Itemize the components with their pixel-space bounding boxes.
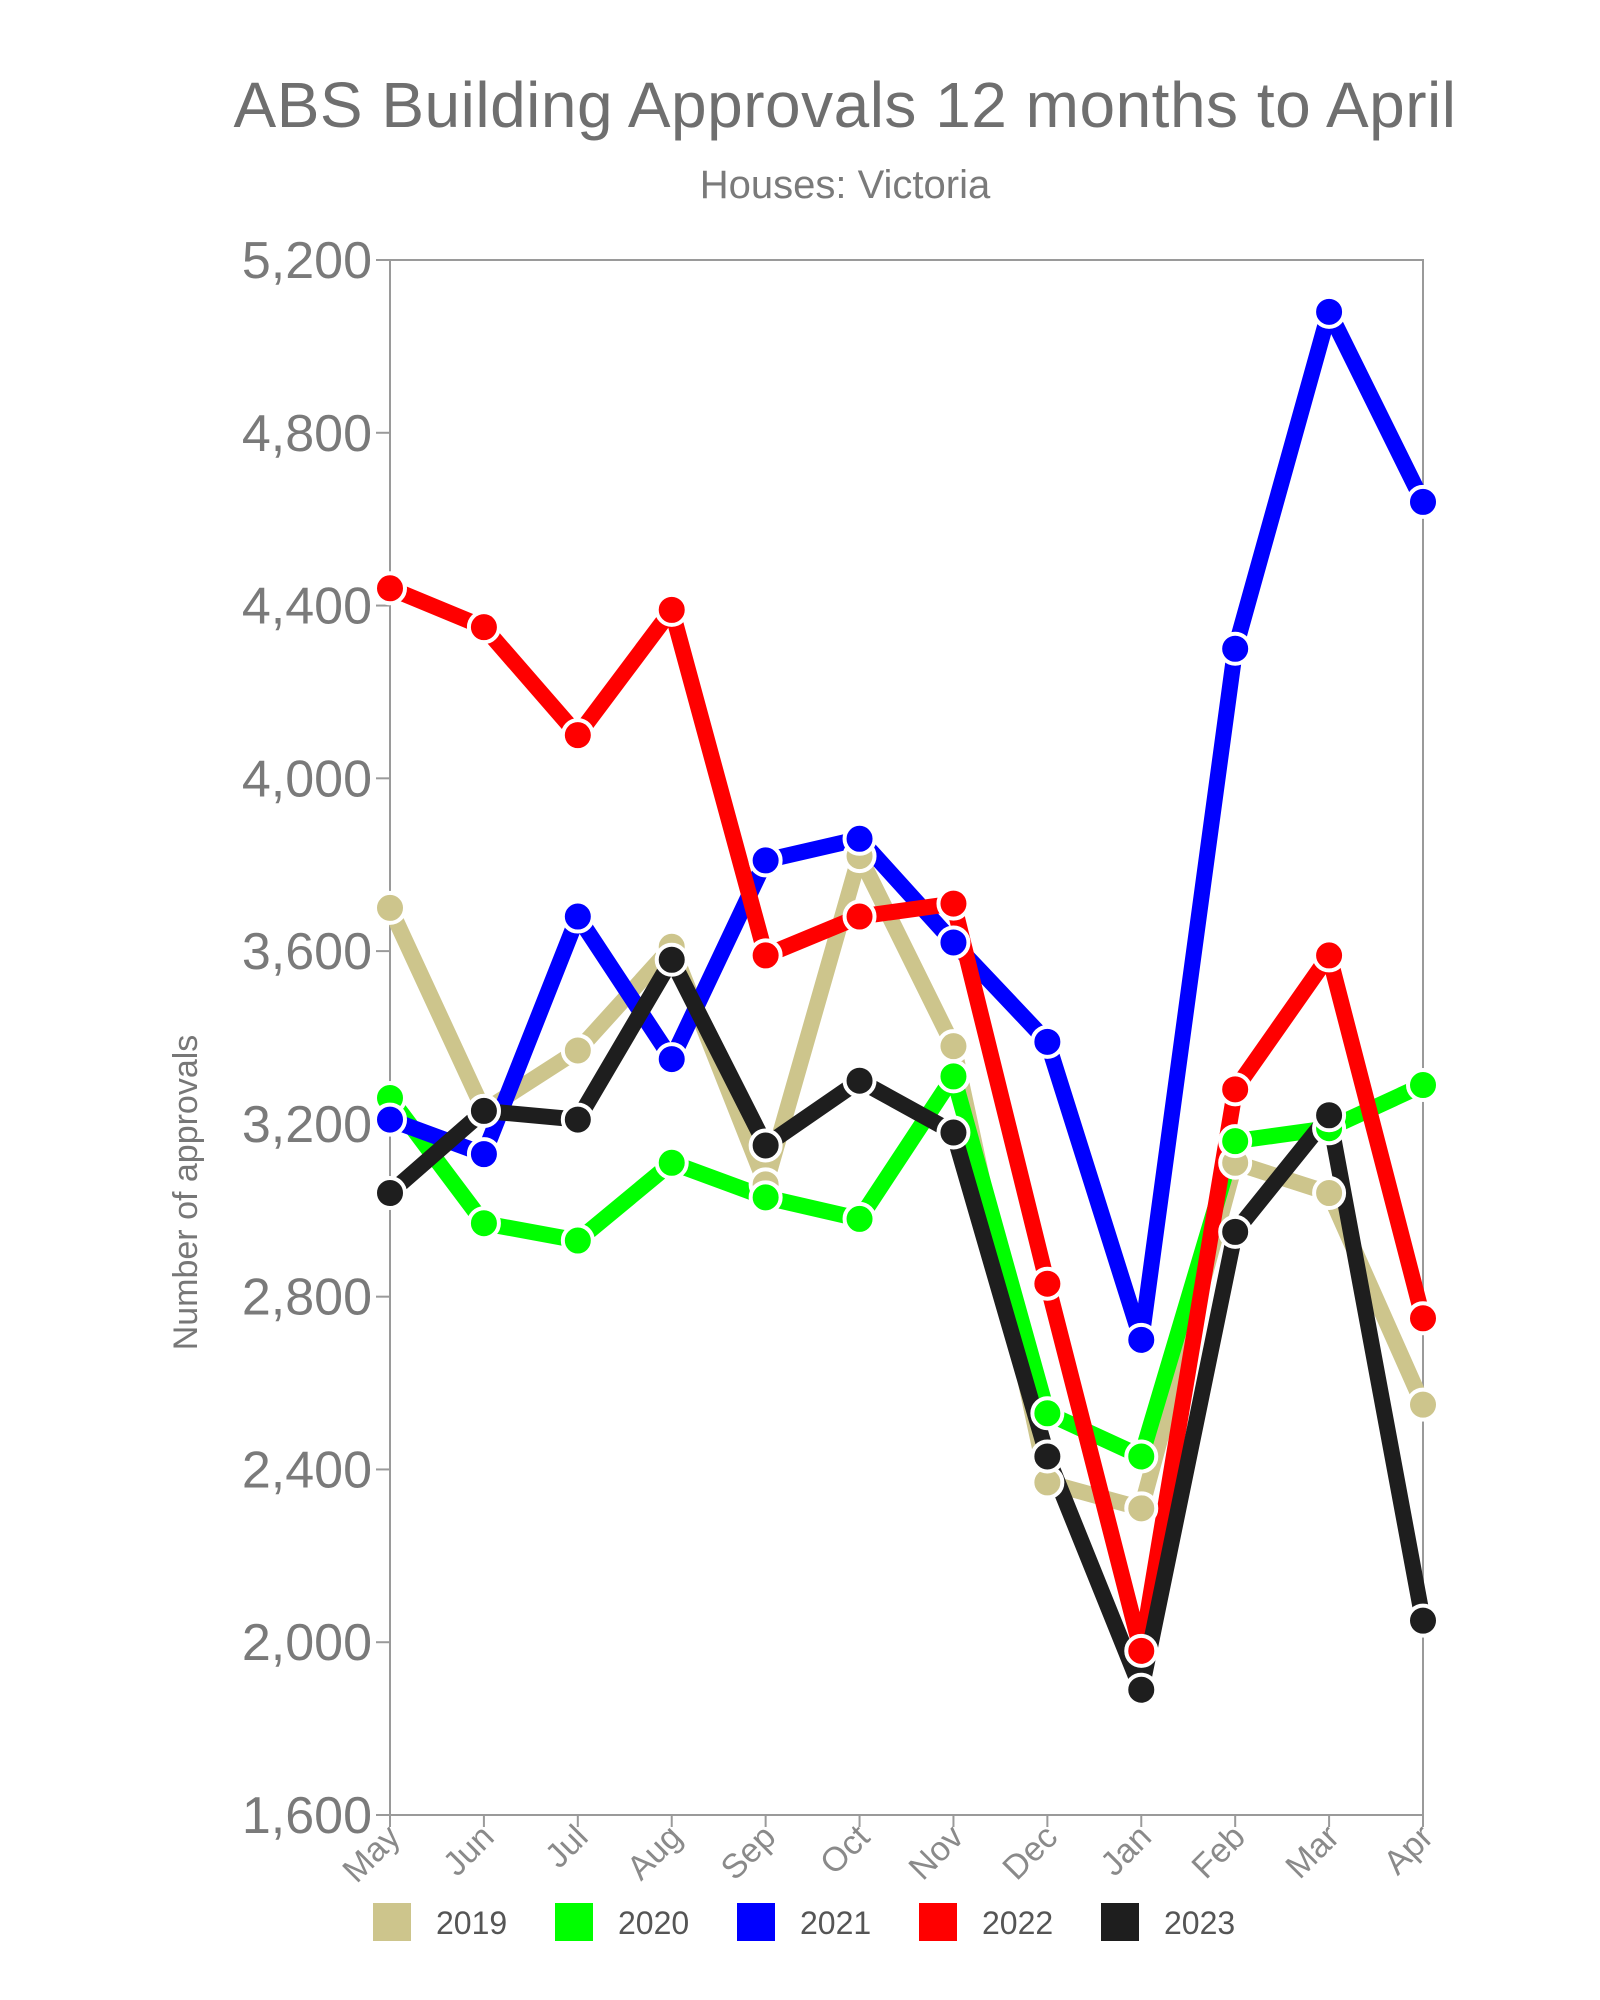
chart-legend: 2019 2020 2021 2022 2023 xyxy=(373,1903,1235,1941)
data-point-2023 xyxy=(936,1115,971,1150)
data-point-2023 xyxy=(1312,1098,1347,1133)
data-point-2023 xyxy=(373,1176,407,1210)
data-point-2020 xyxy=(936,1059,971,1094)
data-point-2021 xyxy=(466,1137,501,1172)
series-line-2022 xyxy=(382,580,1431,1659)
x-tick-label: Apr xyxy=(1376,1818,1440,1882)
data-point-2020 xyxy=(654,1145,689,1180)
legend-swatch-2022 xyxy=(919,1903,957,1941)
chart-title: ABS Building Approvals 12 months to Apri… xyxy=(233,69,1457,141)
legend-label-2020: 2020 xyxy=(618,1905,689,1941)
data-point-2023 xyxy=(1218,1214,1253,1249)
legend-label-2023: 2023 xyxy=(1164,1905,1235,1941)
data-point-2022 xyxy=(1124,1633,1159,1668)
data-point-2022 xyxy=(1030,1266,1065,1301)
data-point-2019 xyxy=(1406,1387,1440,1422)
y-axis-label: Number of approvals xyxy=(167,1035,205,1351)
data-point-2019 xyxy=(560,1033,595,1068)
data-point-2023 xyxy=(1030,1439,1065,1474)
data-point-2022 xyxy=(1218,1072,1253,1107)
x-tick-label: Aug xyxy=(620,1818,690,1888)
series-line-2020 xyxy=(382,1068,1431,1465)
data-point-2022 xyxy=(748,938,783,973)
x-tick-label: Sep xyxy=(714,1818,784,1888)
data-point-2019 xyxy=(373,890,407,925)
data-point-2021 xyxy=(1312,294,1347,329)
data-point-2019 xyxy=(1312,1176,1347,1210)
data-point-2020 xyxy=(466,1206,501,1241)
x-tick-label: Mar xyxy=(1278,1818,1346,1886)
x-tick-label: Jul xyxy=(538,1818,596,1876)
data-point-2021 xyxy=(1406,484,1440,519)
y-tick-label: 2,800 xyxy=(242,1269,372,1327)
data-point-2022 xyxy=(1406,1301,1440,1336)
data-point-2021 xyxy=(748,843,783,878)
data-point-2023 xyxy=(466,1093,501,1128)
x-tick-label: Dec xyxy=(995,1818,1065,1888)
data-point-2021 xyxy=(654,1042,689,1077)
legend-swatch-2019 xyxy=(373,1903,411,1941)
series-line-2021 xyxy=(382,303,1431,1348)
data-point-2023 xyxy=(560,1102,595,1137)
data-point-2023 xyxy=(748,1128,783,1163)
y-tick-label: 2,400 xyxy=(242,1441,372,1499)
x-tick-label: Feb xyxy=(1185,1818,1253,1886)
data-point-2021 xyxy=(560,899,595,934)
data-point-2021 xyxy=(936,925,971,960)
x-tick-label: Jan xyxy=(1093,1818,1159,1884)
data-point-2022 xyxy=(560,718,595,753)
data-point-2023 xyxy=(842,1063,877,1098)
data-point-2022 xyxy=(842,899,877,934)
data-point-2023 xyxy=(654,942,689,977)
data-point-2022 xyxy=(654,592,689,627)
data-point-2020 xyxy=(1406,1068,1440,1103)
data-point-2022 xyxy=(466,610,501,645)
data-point-2021 xyxy=(842,821,877,856)
x-tick-label: Nov xyxy=(901,1818,971,1888)
data-point-2021 xyxy=(1030,1024,1065,1059)
chart-series-lines xyxy=(382,303,1431,1698)
y-tick-label: 5,200 xyxy=(242,232,372,290)
data-point-2022 xyxy=(936,886,971,921)
legend-label-2022: 2022 xyxy=(982,1905,1053,1941)
y-tick-label: 1,600 xyxy=(242,1787,372,1845)
data-point-2019 xyxy=(1124,1491,1159,1526)
data-point-2020 xyxy=(560,1223,595,1258)
data-point-2020 xyxy=(1218,1124,1253,1159)
y-tick-label: 4,000 xyxy=(242,750,372,808)
legend-swatch-2023 xyxy=(1101,1903,1139,1941)
data-point-2021 xyxy=(1124,1322,1159,1357)
legend-swatch-2020 xyxy=(555,1903,593,1941)
x-tick-label: Oct xyxy=(813,1817,878,1882)
y-tick-label: 4,400 xyxy=(242,578,372,636)
chart-series-points xyxy=(373,294,1440,1707)
data-point-2022 xyxy=(373,571,407,606)
y-tick-label: 4,800 xyxy=(242,405,372,463)
x-tick-label: Jun xyxy=(436,1818,502,1884)
data-point-2022 xyxy=(1312,938,1347,973)
legend-swatch-2021 xyxy=(737,1903,775,1941)
data-point-2020 xyxy=(748,1180,783,1215)
y-tick-label: 3,200 xyxy=(242,1096,372,1154)
data-point-2023 xyxy=(1406,1603,1440,1638)
data-point-2021 xyxy=(1218,631,1253,666)
y-tick-label: 2,000 xyxy=(242,1614,372,1672)
y-tick-label: 3,600 xyxy=(242,923,372,981)
data-point-2020 xyxy=(1030,1396,1065,1431)
data-point-2023 xyxy=(1124,1672,1159,1707)
legend-label-2021: 2021 xyxy=(800,1905,871,1941)
data-point-2019 xyxy=(936,1029,971,1064)
chart-subtitle: Houses: Victoria xyxy=(699,163,991,207)
data-point-2021 xyxy=(373,1102,407,1137)
legend-label-2019: 2019 xyxy=(436,1905,507,1941)
data-point-2020 xyxy=(1124,1439,1159,1474)
plot-frame xyxy=(389,259,1424,1816)
data-point-2020 xyxy=(842,1201,877,1236)
